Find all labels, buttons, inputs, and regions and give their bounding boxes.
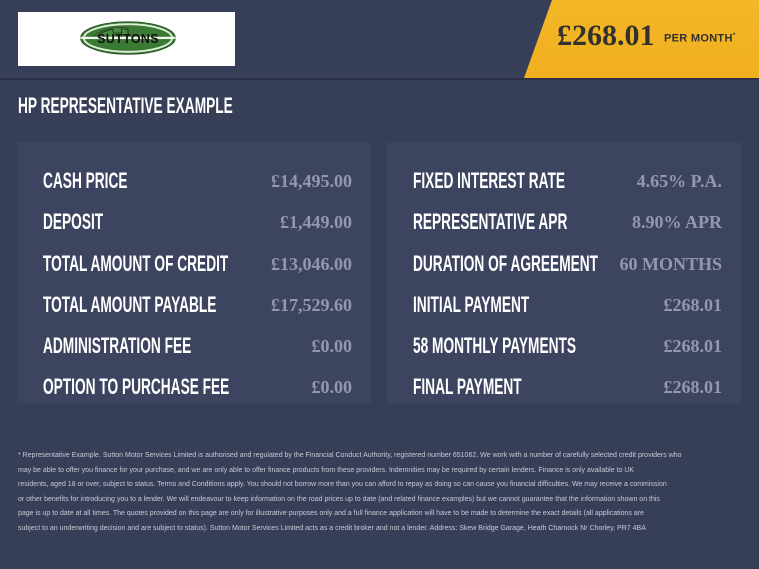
svg-text:SUTTONS: SUTTONS: [97, 32, 159, 46]
